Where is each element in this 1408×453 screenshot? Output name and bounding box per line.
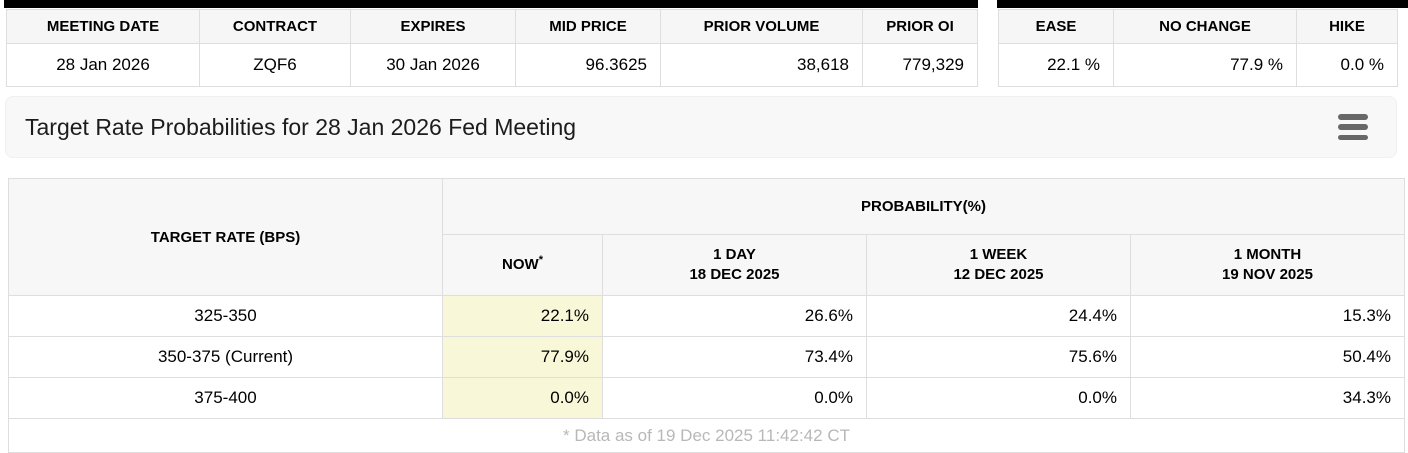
target-rate-label: 325-350 bbox=[8, 295, 443, 337]
chart-title-card: Target Rate Probabilities for 28 Jan 202… bbox=[5, 96, 1397, 158]
ease-value: 22.1 % bbox=[998, 43, 1114, 87]
col-header-1-week: 1 WEEK 12 DEC 2025 bbox=[866, 234, 1131, 296]
prob-now-cell: 0.0% bbox=[442, 377, 603, 419]
table-row: 375-400 0.0% 0.0% 0.0% 34.3% bbox=[8, 377, 1405, 419]
rate-action-header-row: EASE NO CHANGE HIKE bbox=[998, 9, 1398, 44]
prob-1month-cell: 15.3% bbox=[1130, 295, 1405, 337]
target-rate-label: 375-400 bbox=[8, 377, 443, 419]
contract-value: ZQF6 bbox=[199, 43, 351, 87]
prob-1week-cell: 75.6% bbox=[866, 336, 1131, 378]
col-header-target-rate: TARGET RATE (BPS) bbox=[8, 178, 443, 296]
col-header-expires: EXPIRES bbox=[350, 9, 516, 44]
no-change-value: 77.9 % bbox=[1113, 43, 1297, 87]
prob-1day-cell: 0.0% bbox=[602, 377, 867, 419]
col-header-ease: EASE bbox=[998, 9, 1114, 44]
prob-1day-cell: 26.6% bbox=[602, 295, 867, 337]
data-as-of-footnote: * Data as of 19 Dec 2025 11:42:42 CT bbox=[8, 418, 1405, 453]
meeting-date-value: 28 Jan 2026 bbox=[6, 43, 200, 87]
table-row: 350-375 (Current) 77.9% 73.4% 75.6% 50.4… bbox=[8, 336, 1405, 378]
contract-summary-header-row: MEETING DATE CONTRACT EXPIRES MID PRICE … bbox=[6, 9, 978, 44]
col-header-prior-oi: PRIOR OI bbox=[862, 9, 978, 44]
mid-price-value: 96.3625 bbox=[515, 43, 661, 87]
rate-action-data-row: 22.1 % 77.9 % 0.0 % bbox=[998, 43, 1398, 87]
col-header-contract: CONTRACT bbox=[199, 9, 351, 44]
hike-value: 0.0 % bbox=[1296, 43, 1398, 87]
col-header-meeting-date: MEETING DATE bbox=[6, 9, 200, 44]
table-row: 325-350 22.1% 26.6% 24.4% 15.3% bbox=[8, 295, 1405, 337]
expires-value: 30 Jan 2026 bbox=[350, 43, 516, 87]
prior-volume-value: 38,618 bbox=[660, 43, 863, 87]
contract-summary-data-row: 28 Jan 2026 ZQF6 30 Jan 2026 96.3625 38,… bbox=[6, 43, 978, 87]
prob-1week-cell: 0.0% bbox=[866, 377, 1131, 419]
top-edge-bar-left bbox=[4, 0, 978, 8]
hamburger-icon bbox=[1338, 124, 1368, 130]
contract-summary-table: MEETING DATE CONTRACT EXPIRES MID PRICE … bbox=[6, 9, 978, 87]
now-label: NOW bbox=[502, 256, 539, 273]
col-header-hike: HIKE bbox=[1296, 9, 1398, 44]
col-header-no-change: NO CHANGE bbox=[1113, 9, 1297, 44]
prob-1week-cell: 24.4% bbox=[866, 295, 1131, 337]
prior-oi-value: 779,329 bbox=[862, 43, 978, 87]
probability-group-header: PROBABILITY(%) bbox=[442, 178, 1405, 235]
footnote-asterisk: * bbox=[538, 254, 543, 266]
col-header-now: NOW* bbox=[442, 234, 603, 296]
prob-now-cell: 22.1% bbox=[442, 295, 603, 337]
prob-1month-cell: 34.3% bbox=[1130, 377, 1405, 419]
col-header-1-month: 1 MONTH 19 NOV 2025 bbox=[1130, 234, 1405, 296]
col-header-prior-volume: PRIOR VOLUME bbox=[660, 9, 863, 44]
prob-now-cell: 77.9% bbox=[442, 336, 603, 378]
probability-subheader-row: NOW* 1 DAY 18 DEC 2025 1 WEEK 12 DEC 2025 … bbox=[9, 234, 1405, 296]
prob-1day-cell: 73.4% bbox=[602, 336, 867, 378]
prob-1month-cell: 50.4% bbox=[1130, 336, 1405, 378]
target-rate-label: 350-375 (Current) bbox=[8, 336, 443, 378]
top-edge-bar-right bbox=[997, 0, 1408, 8]
rate-action-summary-table: EASE NO CHANGE HIKE 22.1 % 77.9 % 0.0 % bbox=[998, 9, 1398, 87]
col-header-mid-price: MID PRICE bbox=[515, 9, 661, 44]
chart-context-menu-button[interactable] bbox=[1338, 114, 1368, 140]
probability-group-header-row: TARGET RATE (BPS) PROBABILITY(%) bbox=[8, 178, 1405, 296]
probability-table: TARGET RATE (BPS) PROBABILITY(%) NOW* 1 … bbox=[8, 178, 1405, 453]
footnote-row: * Data as of 19 Dec 2025 11:42:42 CT bbox=[8, 418, 1405, 453]
hamburger-icon bbox=[1338, 114, 1368, 120]
col-header-1-day: 1 DAY 18 DEC 2025 bbox=[602, 234, 867, 296]
chart-title: Target Rate Probabilities for 28 Jan 202… bbox=[25, 113, 577, 140]
hamburger-icon bbox=[1338, 134, 1368, 140]
